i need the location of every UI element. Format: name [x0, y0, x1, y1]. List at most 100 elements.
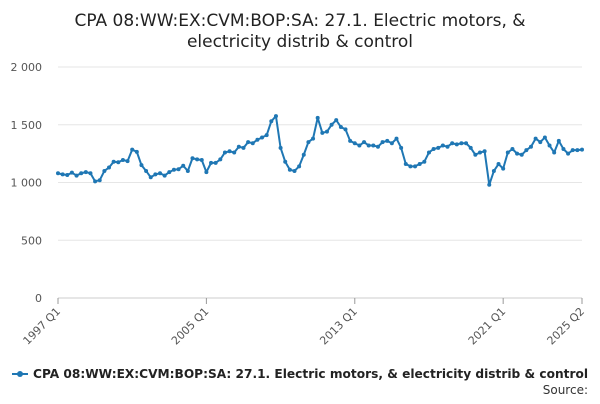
data-point[interactable] [552, 150, 557, 155]
data-point[interactable] [394, 136, 399, 141]
data-point[interactable] [306, 140, 311, 145]
data-point[interactable] [338, 125, 343, 130]
data-point[interactable] [264, 133, 269, 138]
data-point[interactable] [79, 171, 84, 176]
data-point[interactable] [125, 159, 130, 164]
data-point[interactable] [431, 147, 436, 151]
data-point[interactable] [301, 152, 306, 157]
data-point[interactable] [56, 171, 60, 176]
data-point[interactable] [399, 145, 404, 150]
data-point[interactable] [185, 168, 190, 173]
data-point[interactable] [218, 157, 223, 162]
data-point[interactable] [547, 143, 552, 148]
data-point[interactable] [69, 170, 74, 175]
data-point[interactable] [468, 145, 473, 150]
data-point[interactable] [482, 149, 487, 154]
data-point[interactable] [134, 149, 139, 154]
data-point[interactable] [297, 164, 302, 169]
data-point[interactable] [199, 157, 204, 162]
data-point[interactable] [273, 114, 278, 119]
data-point[interactable] [515, 151, 520, 156]
data-point[interactable] [570, 148, 575, 153]
data-point[interactable] [190, 156, 195, 161]
data-point[interactable] [491, 168, 496, 173]
data-point[interactable] [556, 138, 561, 143]
data-point[interactable] [422, 159, 427, 164]
data-point[interactable] [403, 162, 408, 167]
data-point[interactable] [417, 162, 422, 167]
data-point[interactable] [380, 140, 385, 145]
data-point[interactable] [204, 170, 209, 175]
data-point[interactable] [389, 141, 394, 146]
data-point[interactable] [287, 167, 292, 172]
data-point[interactable] [107, 165, 112, 170]
data-point[interactable] [148, 175, 153, 180]
data-point[interactable] [116, 160, 121, 165]
data-point[interactable] [510, 147, 515, 151]
data-point[interactable] [464, 141, 469, 146]
data-point[interactable] [528, 144, 533, 149]
data-point[interactable] [362, 140, 367, 145]
data-point[interactable] [153, 172, 158, 177]
data-point[interactable] [320, 130, 325, 135]
data-point[interactable] [501, 166, 506, 171]
data-point[interactable] [260, 135, 265, 140]
data-point[interactable] [60, 172, 65, 177]
data-point[interactable] [181, 163, 186, 168]
data-point[interactable] [366, 143, 371, 148]
data-point[interactable] [575, 148, 580, 153]
data-point[interactable] [111, 159, 116, 164]
data-point[interactable] [209, 160, 214, 165]
data-point[interactable] [413, 164, 418, 169]
data-point[interactable] [445, 144, 450, 149]
data-point[interactable] [102, 168, 107, 173]
data-point[interactable] [352, 141, 357, 146]
data-point[interactable] [375, 144, 380, 149]
data-point[interactable] [473, 152, 478, 157]
data-point[interactable] [130, 147, 135, 152]
data-point[interactable] [93, 179, 98, 184]
data-point[interactable] [542, 135, 547, 140]
data-point[interactable] [524, 148, 529, 153]
data-point[interactable] [538, 140, 543, 145]
data-point[interactable] [120, 157, 125, 162]
data-point[interactable] [83, 170, 88, 175]
data-point[interactable] [408, 164, 413, 169]
legend[interactable]: CPA 08:WW:EX:CVM:BOP:SA: 27.1. Electric … [12, 367, 588, 381]
data-point[interactable] [144, 168, 149, 173]
data-point[interactable] [580, 147, 584, 152]
data-point[interactable] [236, 144, 241, 149]
data-point[interactable] [241, 145, 246, 150]
data-point[interactable] [162, 173, 167, 178]
data-point[interactable] [315, 115, 320, 120]
data-point[interactable] [222, 150, 227, 155]
data-point[interactable] [324, 129, 329, 134]
data-point[interactable] [459, 141, 464, 146]
data-point[interactable] [357, 143, 362, 148]
data-point[interactable] [176, 167, 181, 172]
data-point[interactable] [426, 150, 431, 155]
data-point[interactable] [487, 182, 492, 187]
data-point[interactable] [496, 162, 501, 167]
data-point[interactable] [74, 173, 79, 178]
data-point[interactable] [65, 172, 70, 177]
data-point[interactable] [329, 122, 334, 127]
data-point[interactable] [246, 140, 251, 145]
data-point[interactable] [454, 142, 459, 147]
data-point[interactable] [278, 145, 283, 150]
data-point[interactable] [561, 147, 566, 151]
data-point[interactable] [371, 143, 376, 148]
data-point[interactable] [97, 178, 102, 183]
data-point[interactable] [269, 119, 274, 124]
data-point[interactable] [195, 157, 200, 162]
data-point[interactable] [158, 171, 163, 176]
data-point[interactable] [311, 136, 316, 141]
data-point[interactable] [167, 170, 172, 175]
data-point[interactable] [450, 141, 455, 146]
data-point[interactable] [519, 152, 524, 157]
data-point[interactable] [343, 127, 348, 132]
data-point[interactable] [255, 137, 260, 142]
data-point[interactable] [213, 160, 218, 165]
data-point[interactable] [292, 168, 297, 173]
data-point[interactable] [477, 150, 482, 155]
